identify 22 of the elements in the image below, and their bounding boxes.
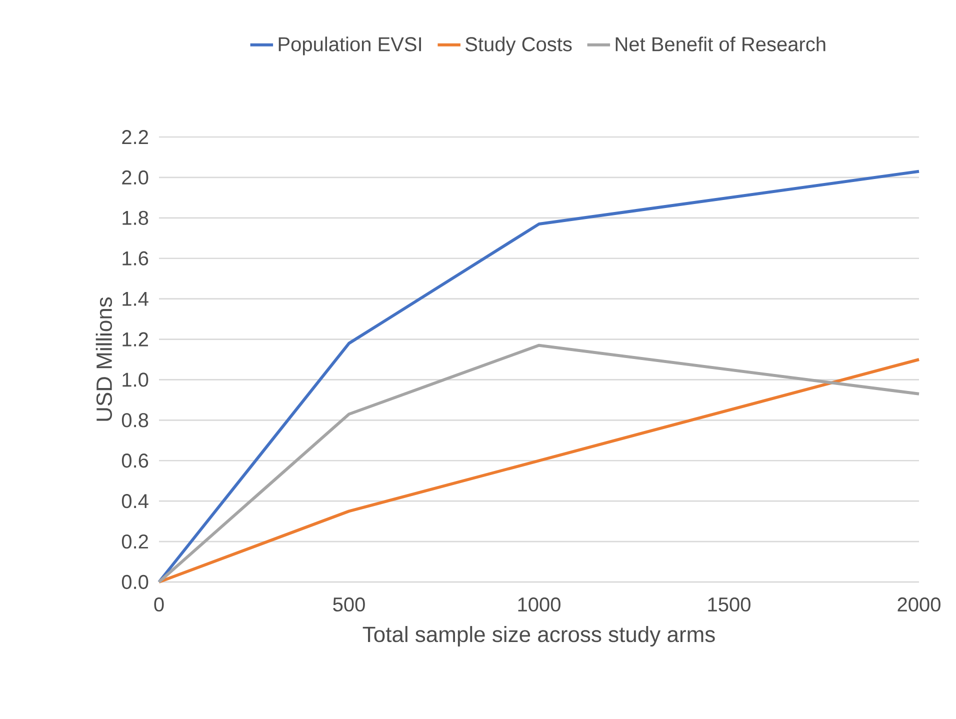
x-tick-label: 2000 (898, 597, 940, 612)
x-tick-label: 1500 (708, 597, 750, 612)
legend-label: Study Costs (466, 36, 572, 56)
x-tick-label: 0 (154, 597, 164, 612)
y-axis-title: USD Millions (96, 297, 112, 421)
x-tick-label: 500 (333, 597, 365, 612)
y-tick-label: 1.8 (122, 210, 148, 225)
x-axis-title: Total sample size across study arms (362, 626, 715, 647)
legend-label: Net Benefit of Research (616, 36, 826, 52)
x-tick-label: 1000 (518, 597, 560, 612)
y-tick-label: 0.6 (122, 454, 148, 468)
y-tick-label: 0.4 (122, 494, 148, 508)
y-tick-label: 2.2 (122, 130, 148, 144)
y-tick-label: 0.0 (122, 574, 148, 590)
y-tick-label: 0.2 (122, 534, 148, 549)
y-tick-label: 0.8 (122, 413, 148, 428)
y-tick-label: 1.4 (122, 292, 148, 306)
y-tick-label: 1.6 (122, 251, 148, 266)
y-tick-label: 2.0 (122, 170, 148, 185)
y-tick-label: 1.0 (122, 372, 148, 387)
legend-label: Population EVSI (278, 36, 421, 56)
y-tick-label: 1.2 (122, 332, 148, 346)
